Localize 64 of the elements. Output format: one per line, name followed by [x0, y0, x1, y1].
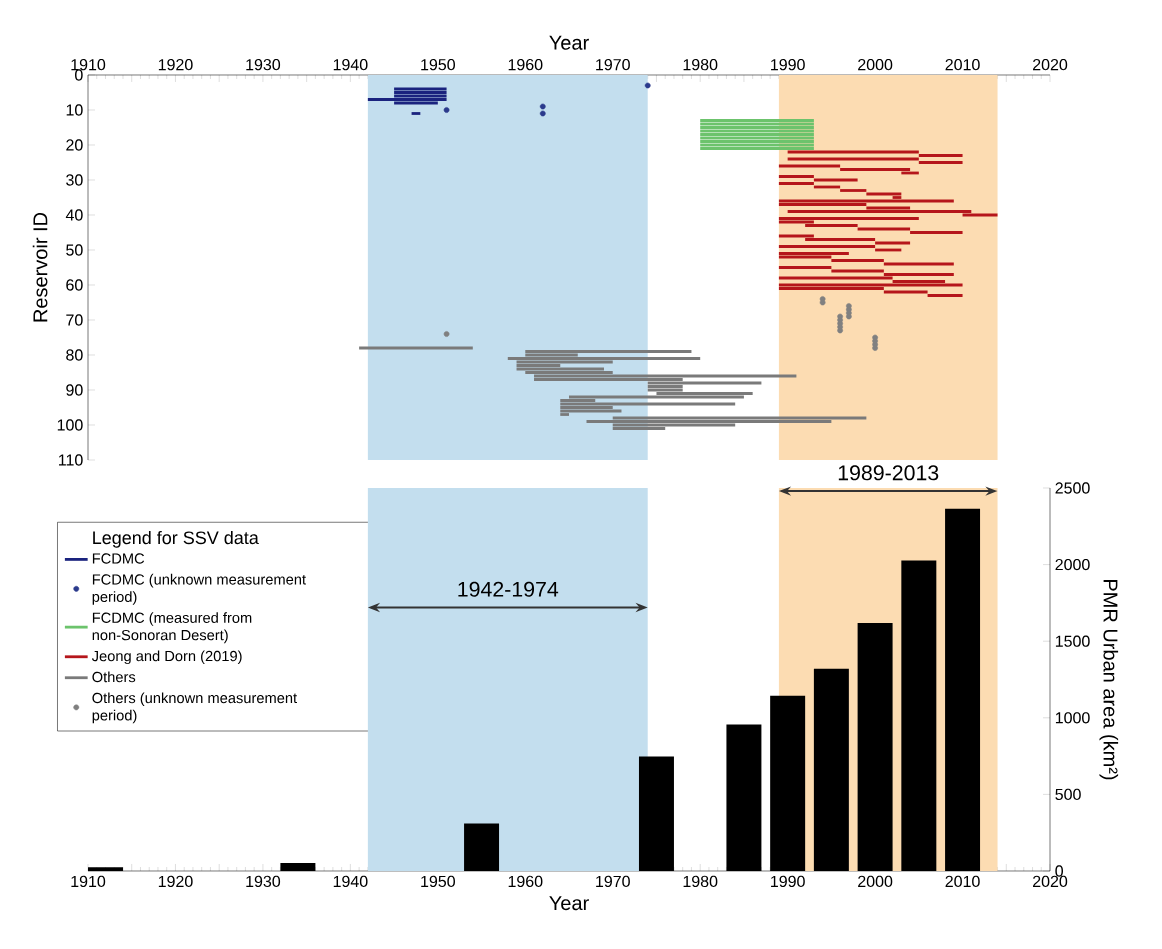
point	[872, 345, 878, 351]
x-tick-label: 2010	[945, 875, 980, 888]
point	[837, 327, 843, 334]
y-tick-label: 50	[66, 244, 83, 256]
point	[443, 331, 450, 337]
legend-label: FCDMC (measured from non-Sonoran Desert)	[92, 612, 252, 644]
y-tick-label: 100	[57, 419, 83, 431]
y-tick-label: 1000	[1055, 712, 1090, 724]
x-tick-label: 2000	[858, 58, 893, 71]
y-tick-label: 80	[66, 349, 83, 361]
point	[846, 313, 852, 320]
x-tick-label: 2020	[1033, 875, 1068, 888]
x-tick-label: 1910	[71, 875, 106, 888]
y-tick-label: 60	[66, 279, 83, 291]
legend-label: Others (unknown measurement period)	[92, 692, 297, 724]
x-tick-label: 1910	[71, 58, 106, 71]
y-axis-title: Reservoir ID	[32, 212, 48, 322]
x-tick-label: 1940	[333, 875, 368, 888]
x-tick-label: 1950	[421, 58, 455, 71]
y-tick-label: 2500	[1055, 482, 1090, 494]
y-tick-label: 30	[66, 174, 83, 186]
point	[644, 82, 651, 89]
y-tick-label: 1500	[1055, 635, 1090, 647]
y-tick-label: 70	[66, 314, 83, 326]
x-tick-label: 1920	[158, 58, 193, 71]
x-tick-label: 2010	[945, 58, 980, 71]
x-tick-label: 1990	[771, 875, 805, 888]
annotation: 1942-1974	[458, 581, 559, 597]
x-tick-label: 1970	[596, 58, 630, 71]
legend-label: Others	[92, 671, 136, 683]
legend-label: FCDMC (unknown measurement period)	[92, 573, 306, 605]
x-tick-label: 1960	[508, 875, 543, 888]
x-axis-title: Year	[549, 896, 589, 911]
y-tick-label: 20	[66, 139, 83, 151]
point	[819, 299, 826, 306]
y-tick-label: 0	[75, 69, 83, 81]
y-tick-label: 2000	[1055, 558, 1090, 571]
point	[539, 103, 546, 110]
y-tick-label: 500	[1055, 788, 1081, 801]
y-axis-title: PMR Urban area (km²)	[1099, 580, 1119, 780]
x-tick-label: 1940	[333, 58, 368, 71]
x-tick-label: 1990	[771, 58, 805, 71]
y-tick-label: 40	[65, 209, 83, 221]
point	[443, 107, 450, 113]
x-tick-label: 1960	[508, 58, 543, 71]
y-tick-label: 110	[59, 454, 83, 466]
y-tick-label: 90	[66, 384, 83, 396]
x-tick-label: 2020	[1033, 58, 1068, 71]
legend-label: Jeong and Dorn (2019)	[91, 650, 242, 665]
x-tick-label: 1920	[158, 875, 193, 888]
x-tick-label: 1930	[246, 875, 281, 888]
text: 1989-2013	[838, 465, 939, 481]
point	[539, 110, 546, 117]
x-axis-title: Year	[549, 35, 589, 50]
y-tick-label: 10	[66, 104, 83, 116]
x-tick-label: 1980	[683, 58, 718, 71]
x-tick-label: 2000	[858, 875, 893, 888]
x-tick-label: 1980	[683, 875, 718, 888]
legend-label: FCDMC	[92, 553, 145, 564]
x-tick-label: 1930	[246, 58, 281, 71]
y-tick-label: 0	[1055, 865, 1064, 877]
x-tick-label: 1970	[596, 875, 630, 888]
legend-title: Legend for SSV data	[93, 530, 259, 548]
x-tick-label: 1950	[421, 875, 455, 888]
